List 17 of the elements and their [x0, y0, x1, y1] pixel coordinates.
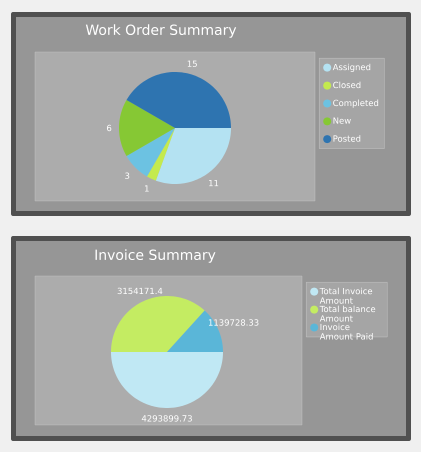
legend-label: Total Invoice Amount [320, 288, 372, 304]
legend-label: Assigned [332, 64, 370, 72]
data-label: 11 [209, 180, 218, 186]
legend-label: Total balance Amount [320, 306, 376, 322]
data-label: 15 [188, 60, 197, 67]
data-label: 3 [125, 172, 130, 179]
legend-label: Closed [333, 82, 360, 88]
legend-label: Posted [334, 135, 360, 142]
chart-title: Work Order Summary [86, 24, 236, 38]
legend-label: Completed [333, 100, 378, 108]
data-label: 6 [107, 124, 112, 132]
legend-label: New [334, 117, 351, 124]
data-label: 4293899.73 [142, 415, 192, 422]
data-label: 3154171.4 [118, 288, 162, 294]
legend-label: Invoice Amount Paid [320, 324, 373, 340]
data-label: 1 [145, 185, 149, 192]
chart-title: Invoice Summary [96, 249, 216, 263]
